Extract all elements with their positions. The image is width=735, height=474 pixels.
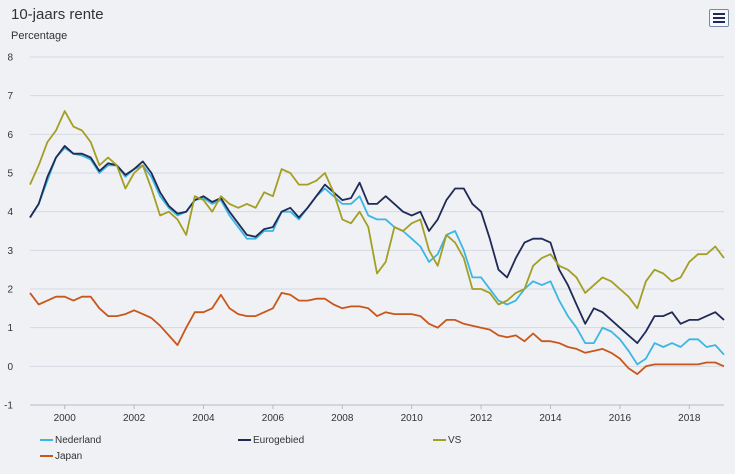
x-tick-label: 2012: [470, 413, 493, 424]
y-tick-label: 6: [7, 130, 13, 141]
y-tick-label: 1: [7, 323, 13, 334]
x-tick-label: 2004: [192, 413, 215, 424]
y-tick-label: 8: [7, 53, 13, 64]
legend-label[interactable]: Eurogebied: [253, 435, 304, 446]
legend: Nederland Eurogebied VS Japan: [40, 435, 462, 462]
y-tick-label: 5: [7, 169, 13, 180]
y-tick-label: 4: [7, 207, 13, 218]
x-tick-label: 2000: [54, 413, 77, 424]
series-line-eurogebied: [29, 144, 725, 345]
y-tick-label: 0: [7, 362, 13, 373]
series-line-nederland: [29, 146, 725, 366]
y-tick-label: 3: [7, 246, 13, 257]
x-tick-label: 2002: [123, 413, 146, 424]
chart-subtitle: Percentage: [11, 30, 68, 42]
x-tick-label: 2016: [609, 413, 632, 424]
y-axis: -1 0 1 2 3 4 5 6 7 8: [4, 53, 13, 412]
y-tick-label: 7: [7, 91, 13, 102]
x-tick-label: 2010: [401, 413, 424, 424]
hamburger-menu-icon[interactable]: [709, 9, 729, 27]
legend-label[interactable]: Japan: [55, 451, 82, 462]
x-tick-label: 2014: [539, 413, 562, 424]
chart-title: 10-jaars rente: [11, 6, 104, 23]
legend-label[interactable]: VS: [448, 435, 462, 446]
legend-label[interactable]: Nederland: [55, 435, 101, 446]
series-lines: [29, 110, 725, 376]
x-tick-label: 2006: [262, 413, 285, 424]
y-tick-label: 2: [7, 285, 13, 296]
gridlines: [30, 56, 724, 406]
x-tick-label: 2008: [331, 413, 354, 424]
series-line-japan: [29, 291, 725, 376]
y-tick-label: -1: [4, 401, 13, 412]
x-tick-label: 2018: [678, 413, 701, 424]
x-axis: 2000 2002 2004 2006 2008 2010 2012 2014 2016 2018: [54, 405, 701, 424]
series-line-vs: [29, 110, 725, 310]
